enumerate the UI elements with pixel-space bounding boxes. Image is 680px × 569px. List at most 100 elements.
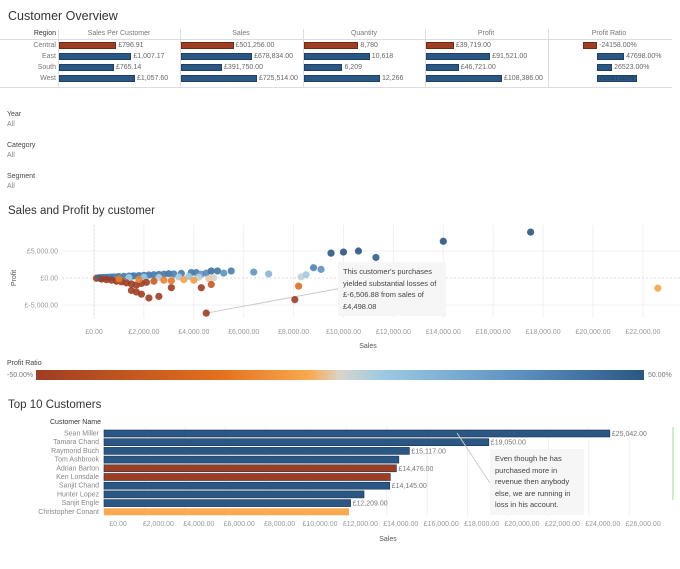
data-point (137, 290, 146, 298)
customer-bar (103, 447, 410, 455)
metric-value: £501,256.00 (235, 42, 275, 49)
filter-year[interactable]: Year All (7, 111, 87, 128)
metric-value: £91,521.00 (492, 53, 528, 60)
metric-value: £108,386.00 (504, 75, 543, 82)
metric-bar (304, 75, 380, 82)
overview-table: Region Sales Per Customer Sales Quantity Pro… (0, 29, 672, 88)
legend-title: Profit Ratio (7, 360, 42, 367)
y-tick-label: £0.00 (40, 276, 58, 283)
x-tick-label: £4,000.00 (183, 521, 214, 528)
data-point (207, 267, 215, 275)
x-tick-label: £10,000.00 (302, 521, 337, 528)
data-point (250, 268, 258, 276)
column-header: Sales Per Customer (87, 30, 151, 37)
data-point (135, 275, 143, 283)
data-point (197, 284, 205, 292)
scatter-title: Sales and Profit by customer (8, 205, 156, 217)
x-tick-label: £22,000.00 (545, 521, 580, 528)
data-point (145, 294, 153, 302)
metric-bar (181, 42, 234, 49)
bar-value-label: £15,117.00 (411, 448, 446, 455)
legend-min: -50.00% (7, 372, 34, 379)
filter-value[interactable]: All (7, 183, 15, 190)
metric-value: £765.14 (115, 64, 142, 71)
x-tick-label: £24,000.00 (585, 521, 620, 528)
x-tick-label: £8,000.00 (264, 521, 295, 528)
x-tick-label: £10,000.00 (326, 329, 361, 336)
x-tick-label: £18,000.00 (526, 329, 561, 336)
bar-annotation: Even though he has purchased more in rev… (490, 449, 584, 515)
metric-value: £46,721.00 (460, 64, 496, 71)
metric-value: £39,719.00 (455, 42, 491, 49)
data-point (372, 253, 380, 262)
x-tick-label: £6,000.00 (228, 329, 259, 336)
annotation-line (456, 432, 491, 484)
legend-max: 50.00% (648, 372, 672, 379)
filter-category[interactable]: Category All (7, 142, 87, 159)
x-tick-label: £14,000.00 (383, 521, 418, 528)
data-point (354, 247, 363, 255)
y-tick-label: £-5,000.00 (25, 303, 59, 310)
customer-name: Hunter Lopez (57, 491, 100, 498)
customer-name: Adrian Barton (56, 465, 99, 472)
metric-bar (583, 42, 597, 49)
data-point (205, 274, 213, 283)
customer-name: Ken Lonsdale (56, 474, 99, 481)
filter-segment[interactable]: Segment All (7, 173, 87, 190)
metric-bar (304, 53, 370, 60)
filter-value[interactable]: All (7, 121, 15, 128)
column-divider (303, 29, 304, 87)
data-point (339, 248, 348, 256)
metric-bar (304, 42, 359, 49)
metric-value: 26523.00% (614, 64, 650, 71)
customer-name: Christopher Conant (38, 509, 99, 516)
data-point (202, 309, 210, 317)
x-tick-label: £16,000.00 (424, 521, 459, 528)
data-point (317, 265, 325, 273)
x-axis-label: Sales (379, 536, 397, 543)
data-point (439, 237, 447, 245)
metric-bar (426, 53, 491, 60)
metric-bar (597, 53, 625, 60)
customer-bar (103, 473, 391, 481)
customer-bar (103, 499, 351, 507)
color-legend-bar (36, 370, 644, 380)
metric-value: £1,057.60 (137, 75, 169, 82)
metric-value: £796.91 (118, 42, 144, 49)
bar-value-label: £25,042.00 (612, 431, 647, 438)
x-tick-label: £12,000.00 (376, 329, 411, 336)
data-point (180, 276, 188, 284)
metric-bar (304, 64, 343, 71)
metric-value: 10,618 (371, 53, 394, 60)
metric-value: 70397.00% (599, 75, 635, 82)
x-axis-label: Sales (359, 343, 377, 350)
column-header: Sales (232, 30, 250, 37)
scatter-annotation: This customer's purchases yielded substa… (338, 262, 446, 316)
customer-bar (103, 429, 611, 438)
bar-value-label: £14,145.00 (392, 483, 427, 490)
metric-value: 8,780 (360, 42, 378, 49)
column-header: Profit (477, 30, 495, 37)
data-point (527, 228, 535, 236)
bar-value-label: £12,209.00 (353, 501, 388, 508)
region-label: West (40, 75, 56, 82)
customer-name: Tom Ashbrook (55, 457, 100, 464)
metric-value: 6,209 (344, 64, 362, 71)
metric-bar (426, 64, 459, 71)
region-label: Central (33, 42, 56, 49)
customer-bar (103, 455, 400, 464)
data-point (167, 284, 175, 292)
annotation-line (206, 288, 339, 314)
column-divider (548, 29, 549, 87)
metric-value: £1,007.17 (133, 53, 165, 60)
metric-value: £678,834.00 (254, 53, 294, 60)
region-header: Region (33, 30, 56, 37)
column-header: Quantity (350, 30, 378, 37)
filter-label: Segment (7, 173, 36, 180)
data-point (302, 271, 310, 279)
metric-bar (59, 42, 117, 49)
data-point (220, 269, 228, 277)
metric-value: -24158.00% (599, 42, 637, 49)
filter-value[interactable]: All (7, 152, 15, 159)
metric-bar (181, 64, 223, 71)
